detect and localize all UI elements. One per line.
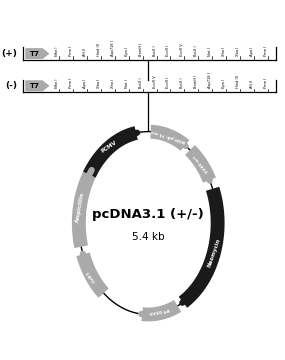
Text: BGH pA· f1 ori: BGH pA· f1 ori [151, 129, 186, 143]
Text: pcDNA3.1 (+/-): pcDNA3.1 (+/-) [92, 208, 204, 221]
Text: BstX I: BstX I [194, 45, 198, 56]
Text: Xba I: Xba I [97, 79, 101, 88]
Text: Pme I: Pme I [264, 78, 268, 88]
Text: EcoR V: EcoR V [152, 76, 156, 88]
Text: SV40 pA: SV40 pA [150, 309, 171, 317]
Text: Apa I: Apa I [83, 79, 87, 88]
Text: BamH I: BamH I [139, 42, 142, 56]
Text: Asp718 I: Asp718 I [111, 40, 115, 56]
Text: Not I: Not I [208, 47, 212, 56]
Text: Pme I: Pme I [69, 46, 73, 56]
Text: Xba I: Xba I [236, 46, 240, 56]
Text: SV40 ori: SV40 ori [193, 154, 209, 173]
Text: Asp718 I: Asp718 I [208, 72, 212, 88]
Text: ColE1: ColE1 [86, 269, 97, 282]
Text: Nhe I: Nhe I [55, 46, 59, 56]
Text: Kpn I: Kpn I [125, 46, 129, 56]
Text: Nhe I: Nhe I [55, 78, 59, 88]
Text: Hind III: Hind III [97, 43, 101, 56]
Text: Xho I: Xho I [111, 79, 115, 88]
Text: Pme I: Pme I [69, 78, 73, 88]
Text: Kpn I: Kpn I [222, 79, 226, 88]
Text: Xho I: Xho I [222, 46, 226, 56]
Polygon shape [26, 81, 49, 91]
Text: EcoR V: EcoR V [180, 43, 184, 56]
Text: EcoR I: EcoR I [166, 45, 170, 56]
Text: Aft II: Aft II [250, 80, 254, 88]
Text: PCMV: PCMV [101, 140, 118, 154]
Text: EcoR I: EcoR I [166, 77, 170, 88]
Text: T7: T7 [30, 83, 40, 89]
Text: Aft II: Aft II [83, 48, 87, 56]
Text: BstX I: BstX I [152, 45, 156, 56]
Text: Apa I: Apa I [250, 46, 254, 56]
Text: Hind III: Hind III [236, 75, 240, 88]
Circle shape [68, 117, 229, 329]
Text: 5.4 kb: 5.4 kb [132, 232, 164, 242]
Text: Pme I: Pme I [264, 46, 268, 56]
Text: Neomycin: Neomycin [207, 238, 221, 268]
Text: BstX I: BstX I [180, 77, 184, 88]
Text: BstX I: BstX I [139, 77, 142, 88]
Text: (+): (+) [2, 49, 18, 58]
Text: (-): (-) [6, 81, 18, 90]
Text: T7: T7 [30, 51, 40, 57]
Text: Not I: Not I [125, 79, 129, 88]
Polygon shape [26, 49, 49, 59]
Text: BamH I: BamH I [194, 75, 198, 88]
Text: Ampicillin: Ampicillin [75, 192, 85, 223]
